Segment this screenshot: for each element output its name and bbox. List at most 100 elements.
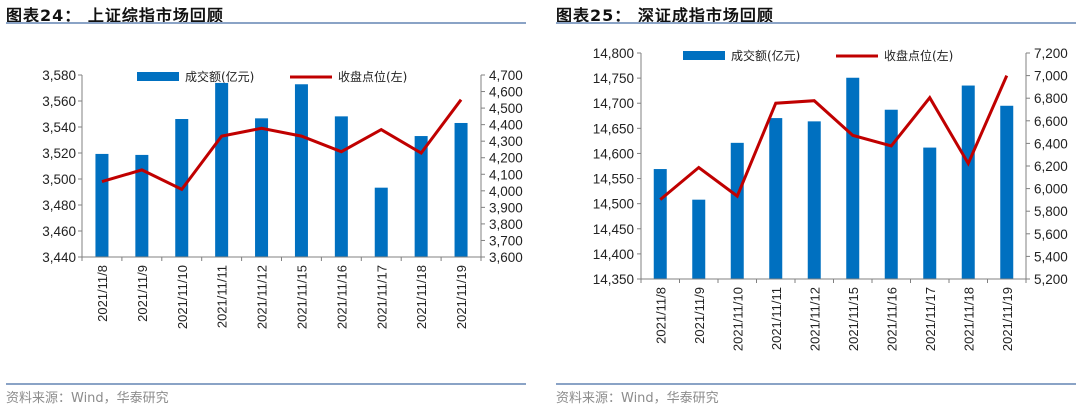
legend-bar-swatch xyxy=(137,72,179,81)
chart-shanghai-composite: 3,440 3,460 3,480 3,500 3,520 3,540 3,560 3,580… xyxy=(42,68,523,329)
chart-title: 图表25： 深证成指市场回顾 xyxy=(556,6,774,25)
bar xyxy=(692,199,706,279)
right-axis-label: 3,600 xyxy=(489,250,523,265)
bar xyxy=(846,77,860,279)
x-axis-label: 2021/11/15 xyxy=(294,265,309,329)
axes xyxy=(78,74,485,261)
right-axis-label: 3,800 xyxy=(489,217,523,232)
line-series xyxy=(101,98,463,192)
left-axis-label: 3,560 xyxy=(42,94,76,109)
right-axis-label: 4,400 xyxy=(489,118,523,133)
source-note: 资料来源：Wind，华泰研究 xyxy=(6,391,169,406)
source-divider xyxy=(556,383,1076,385)
left-axis-label: 3,520 xyxy=(42,146,76,161)
x-axis-label: 2021/11/19 xyxy=(1000,287,1015,351)
right-axis-label: 5,400 xyxy=(1034,249,1068,264)
bar-series xyxy=(95,82,468,258)
axes xyxy=(637,52,1030,283)
right-axis-label: 6,400 xyxy=(1034,136,1068,151)
panel-shenzhen: 图表25： 深证成指市场回顾 14,350 14,400 14,450 14,500 1… xyxy=(550,0,1080,406)
left-axis-label: 14,800 xyxy=(593,46,634,61)
right-axis-label: 4,500 xyxy=(489,101,523,116)
x-axis-label: 2021/11/10 xyxy=(175,265,190,329)
x-axis-label: 2021/11/9 xyxy=(135,265,150,322)
right-axis-label: 3,700 xyxy=(489,233,523,248)
bar xyxy=(923,147,937,279)
left-axis-label: 14,500 xyxy=(593,197,634,212)
legend-label-volume: 成交额(亿元) xyxy=(185,69,254,84)
legend-label-volume: 成交额(亿元) xyxy=(731,48,800,63)
bar xyxy=(1000,105,1014,280)
right-axis-label: 6,200 xyxy=(1034,159,1068,174)
right-axis-label: 4,100 xyxy=(489,167,523,182)
x-axis-label: 2021/11/12 xyxy=(255,265,270,329)
bar xyxy=(884,109,898,279)
right-axis-label: 4,600 xyxy=(489,85,523,100)
x-axis-label: 2021/11/12 xyxy=(807,287,822,351)
right-axis-label: 5,600 xyxy=(1034,227,1068,242)
line-series xyxy=(659,74,1009,201)
bar xyxy=(215,82,229,257)
source-note: 资料来源：Wind，华泰研究 xyxy=(556,391,719,406)
x-axis-label: 2021/11/15 xyxy=(846,287,861,351)
bar xyxy=(769,118,783,279)
x-axis-label: 2021/11/16 xyxy=(334,265,349,329)
left-axis-label: 14,700 xyxy=(593,96,634,111)
left-axis-label: 3,580 xyxy=(42,68,76,83)
x-axis-label: 2021/11/18 xyxy=(414,265,429,329)
bar xyxy=(255,118,269,257)
legend-label-close: 收盘点位(左) xyxy=(884,48,953,63)
left-axis-label: 14,550 xyxy=(593,172,634,187)
right-axis-label: 5,200 xyxy=(1034,272,1068,287)
left-axis-label: 3,540 xyxy=(42,120,76,135)
right-axis-label: 4,200 xyxy=(489,151,523,166)
right-axis-label: 4,700 xyxy=(489,68,523,83)
right-axis-label: 6,600 xyxy=(1034,114,1068,129)
source-divider xyxy=(6,383,526,385)
legend-label-close: 收盘点位(左) xyxy=(338,69,407,84)
legend-bar-swatch xyxy=(683,51,725,60)
bar xyxy=(374,187,388,257)
left-axis-label: 14,350 xyxy=(593,272,634,287)
bar xyxy=(414,136,428,257)
chart-title: 图表24： 上证综指市场回顾 xyxy=(6,6,224,25)
x-axis-label: 2021/11/8 xyxy=(95,265,110,322)
x-axis-label: 2021/11/9 xyxy=(692,287,707,344)
left-axis-label: 3,480 xyxy=(42,198,76,213)
right-axis-label: 5,800 xyxy=(1034,204,1068,219)
x-axis-label: 2021/11/11 xyxy=(769,287,784,350)
x-axis-label: 2021/11/16 xyxy=(884,287,899,351)
x-axis-label: 2021/11/11 xyxy=(215,265,230,328)
bar xyxy=(454,122,468,258)
bar-series xyxy=(653,77,1014,280)
title-divider xyxy=(556,22,1076,24)
bar xyxy=(807,121,821,280)
right-axis-label: 4,000 xyxy=(489,184,523,199)
legend: 成交额(亿元) 收盘点位(左) xyxy=(137,69,407,84)
bar xyxy=(653,169,667,279)
legend: 成交额(亿元) 收盘点位(左) xyxy=(683,48,953,63)
x-axis-label: 2021/11/18 xyxy=(961,287,976,351)
left-axis-label: 14,450 xyxy=(593,222,634,237)
bar xyxy=(730,142,744,279)
right-axis-label: 7,200 xyxy=(1034,46,1068,61)
x-axis-label: 2021/11/17 xyxy=(923,287,938,351)
right-axis-label: 3,900 xyxy=(489,200,523,215)
left-axis-label: 14,750 xyxy=(593,71,634,86)
left-axis-label: 3,440 xyxy=(42,250,76,265)
bar xyxy=(961,85,975,279)
right-axis-label: 6,800 xyxy=(1034,91,1068,106)
left-axis-label: 14,650 xyxy=(593,121,634,136)
left-axis-label: 14,400 xyxy=(593,247,634,262)
right-axis-label: 7,000 xyxy=(1034,69,1068,84)
bar xyxy=(135,154,149,257)
right-axis-label: 4,300 xyxy=(489,134,523,149)
x-axis-label: 2021/11/8 xyxy=(653,287,668,344)
x-axis-label: 2021/11/17 xyxy=(374,265,389,329)
title-divider xyxy=(6,22,526,24)
right-axis-label: 6,000 xyxy=(1034,182,1068,197)
left-axis-label: 3,460 xyxy=(42,224,76,239)
left-axis-label: 3,500 xyxy=(42,172,76,187)
x-axis-label: 2021/11/10 xyxy=(730,287,745,351)
chart-shenzhen-component: 14,350 14,400 14,450 14,500 14,550 14,600 14,6… xyxy=(593,46,1068,351)
